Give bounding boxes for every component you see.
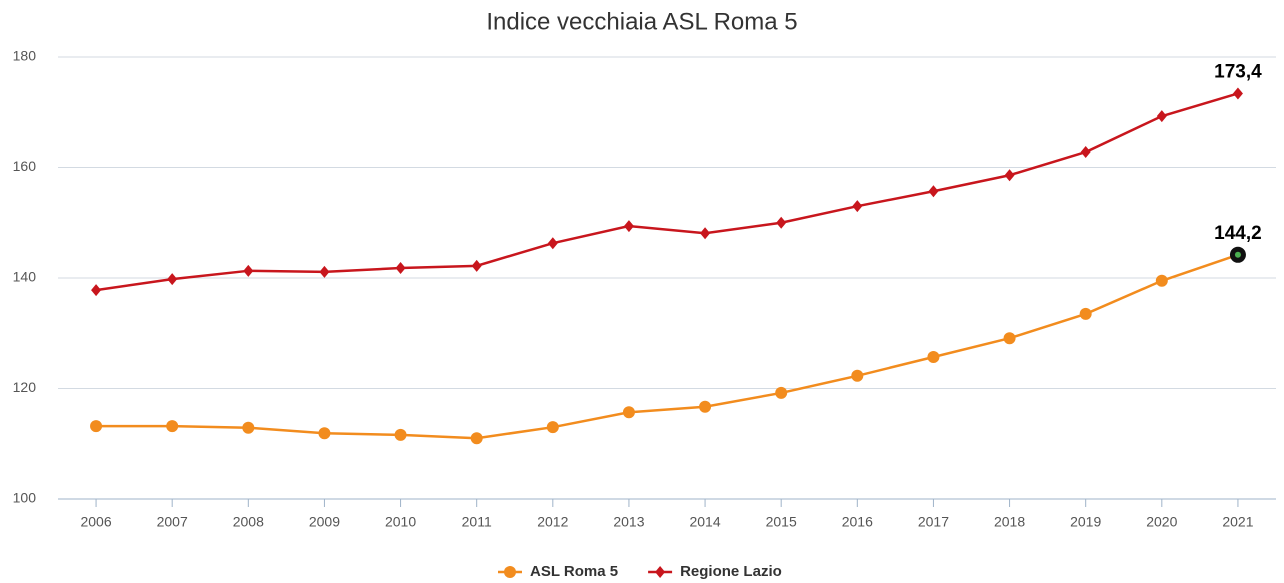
y-tick-label: 180	[13, 48, 37, 64]
point	[928, 185, 939, 198]
y-tick-label: 120	[13, 379, 37, 395]
series-line	[96, 253, 1239, 440]
point	[623, 220, 634, 233]
point	[1079, 307, 1092, 320]
y-tick-label: 160	[13, 158, 37, 174]
value-label: 173,4	[1214, 61, 1262, 82]
point	[1004, 169, 1015, 182]
point	[242, 421, 255, 434]
y-tick-label: 100	[13, 490, 37, 506]
legend-marker	[655, 566, 666, 578]
x-tick-label: 2019	[1070, 514, 1101, 530]
point	[1232, 87, 1243, 100]
highlight-center	[1234, 251, 1241, 258]
x-tick-label: 2014	[689, 514, 720, 530]
point	[166, 420, 179, 433]
chart-title: Indice vecchiaia ASL Roma 5	[486, 8, 797, 35]
point	[776, 216, 787, 229]
point	[852, 200, 863, 213]
x-tick-label: 2010	[385, 514, 416, 530]
legend-marker	[504, 566, 516, 578]
point	[1003, 332, 1016, 345]
x-tick-label: 2017	[918, 514, 949, 530]
point	[471, 259, 482, 272]
x-tick-label: 2015	[766, 514, 797, 530]
point	[546, 421, 559, 434]
point	[1080, 146, 1091, 159]
point	[699, 400, 712, 413]
point	[395, 262, 406, 275]
x-tick-label: 2011	[462, 514, 492, 530]
x-tick-label: 2018	[994, 514, 1025, 530]
x-tick-label: 2009	[309, 514, 340, 530]
series-line	[95, 92, 1239, 292]
legend-label: ASL Roma 5	[530, 563, 618, 580]
legend-label: Regione Lazio	[680, 563, 782, 580]
point	[1156, 110, 1167, 123]
x-tick-label: 2016	[842, 514, 873, 530]
point	[1155, 274, 1168, 287]
point	[547, 237, 558, 250]
point	[90, 420, 103, 433]
point	[470, 432, 483, 445]
point	[622, 406, 635, 419]
point	[394, 428, 407, 441]
point	[851, 369, 864, 382]
point	[243, 264, 254, 277]
point	[91, 284, 102, 297]
x-tick-label: 2012	[537, 514, 568, 530]
point	[775, 386, 788, 399]
point	[700, 227, 711, 240]
point	[167, 273, 178, 286]
point	[927, 351, 940, 364]
x-tick-label: 2006	[80, 514, 111, 530]
x-tick-label: 2007	[157, 514, 188, 530]
value-label: 144,2	[1214, 223, 1262, 244]
x-tick-label: 2008	[233, 514, 264, 530]
x-tick-label: 2020	[1146, 514, 1177, 530]
y-tick-label: 140	[13, 269, 37, 285]
x-tick-label: 2013	[613, 514, 644, 530]
x-tick-label: 2021	[1222, 514, 1253, 530]
point	[318, 427, 331, 440]
point	[319, 265, 330, 278]
